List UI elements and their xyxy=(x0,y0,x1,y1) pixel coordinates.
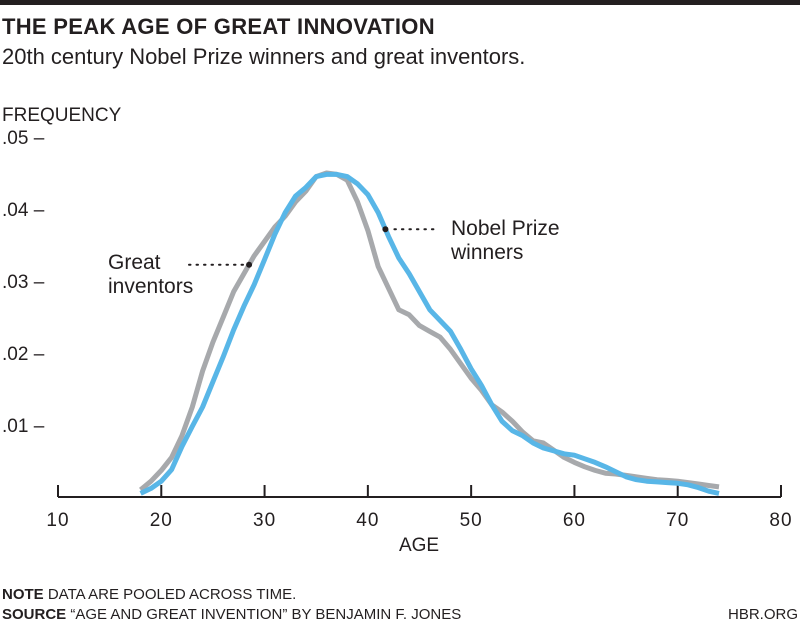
annotation-label-inventors-line1: Great xyxy=(108,251,161,274)
annotation-label-nobel-line1: Nobel Prize xyxy=(451,217,560,240)
credit-hbr: HBR.ORG xyxy=(727,606,798,623)
annotation-label-nobel-line2: winners xyxy=(450,241,523,264)
x-tick-label: 70 xyxy=(666,510,689,531)
source-text: “AGE AND GREAT INVENTION” BY BENJAMIN F.… xyxy=(70,606,462,623)
y-tick-label: .03 – xyxy=(2,272,45,293)
x-tick-label: 50 xyxy=(460,510,483,531)
y-tick-label: .01 – xyxy=(2,416,45,437)
series-group xyxy=(139,170,720,496)
top-rule xyxy=(0,0,800,5)
x-tick-label: 60 xyxy=(563,510,586,531)
series-line-great-inventors xyxy=(139,170,720,492)
y-tick-label: .04 – xyxy=(2,200,45,221)
annotation-label-inventors-line2: inventors xyxy=(108,275,193,298)
x-tick-label: 40 xyxy=(356,510,379,531)
y-axis-label: FREQUENCY xyxy=(2,105,122,126)
footnote-source: SOURCE “AGE AND GREAT INVENTION” BY BENJ… xyxy=(2,606,461,623)
x-tick-label: 20 xyxy=(150,510,173,531)
note-text: DATA ARE POOLED ACROSS TIME. xyxy=(47,586,297,603)
y-tick-label: .05 – xyxy=(2,128,45,149)
annotation-dot-nobel xyxy=(382,226,389,233)
chart-subtitle: 20th century Nobel Prize winners and gre… xyxy=(2,44,526,69)
x-tick-label: 10 xyxy=(46,510,69,531)
x-axis-label: AGE xyxy=(399,535,439,556)
y-tick-label: .02 – xyxy=(2,344,45,365)
series-line-nobel-prize-winners xyxy=(139,171,720,496)
annotation-dot-inventors xyxy=(246,261,253,268)
source-label: SOURCE xyxy=(2,606,67,623)
x-axis: 10 20 30 40 50 60 70 80 xyxy=(46,485,792,531)
x-tick-label: 80 xyxy=(769,510,792,531)
note-label: NOTE xyxy=(2,586,44,603)
x-tick-label: 30 xyxy=(253,510,276,531)
chart-title: THE PEAK AGE OF GREAT INNOVATION xyxy=(2,14,435,39)
y-axis-ticks: .01 – .02 – .03 – .04 – .05 – xyxy=(2,128,45,437)
footnote-note: NOTE DATA ARE POOLED ACROSS TIME. xyxy=(2,586,296,603)
